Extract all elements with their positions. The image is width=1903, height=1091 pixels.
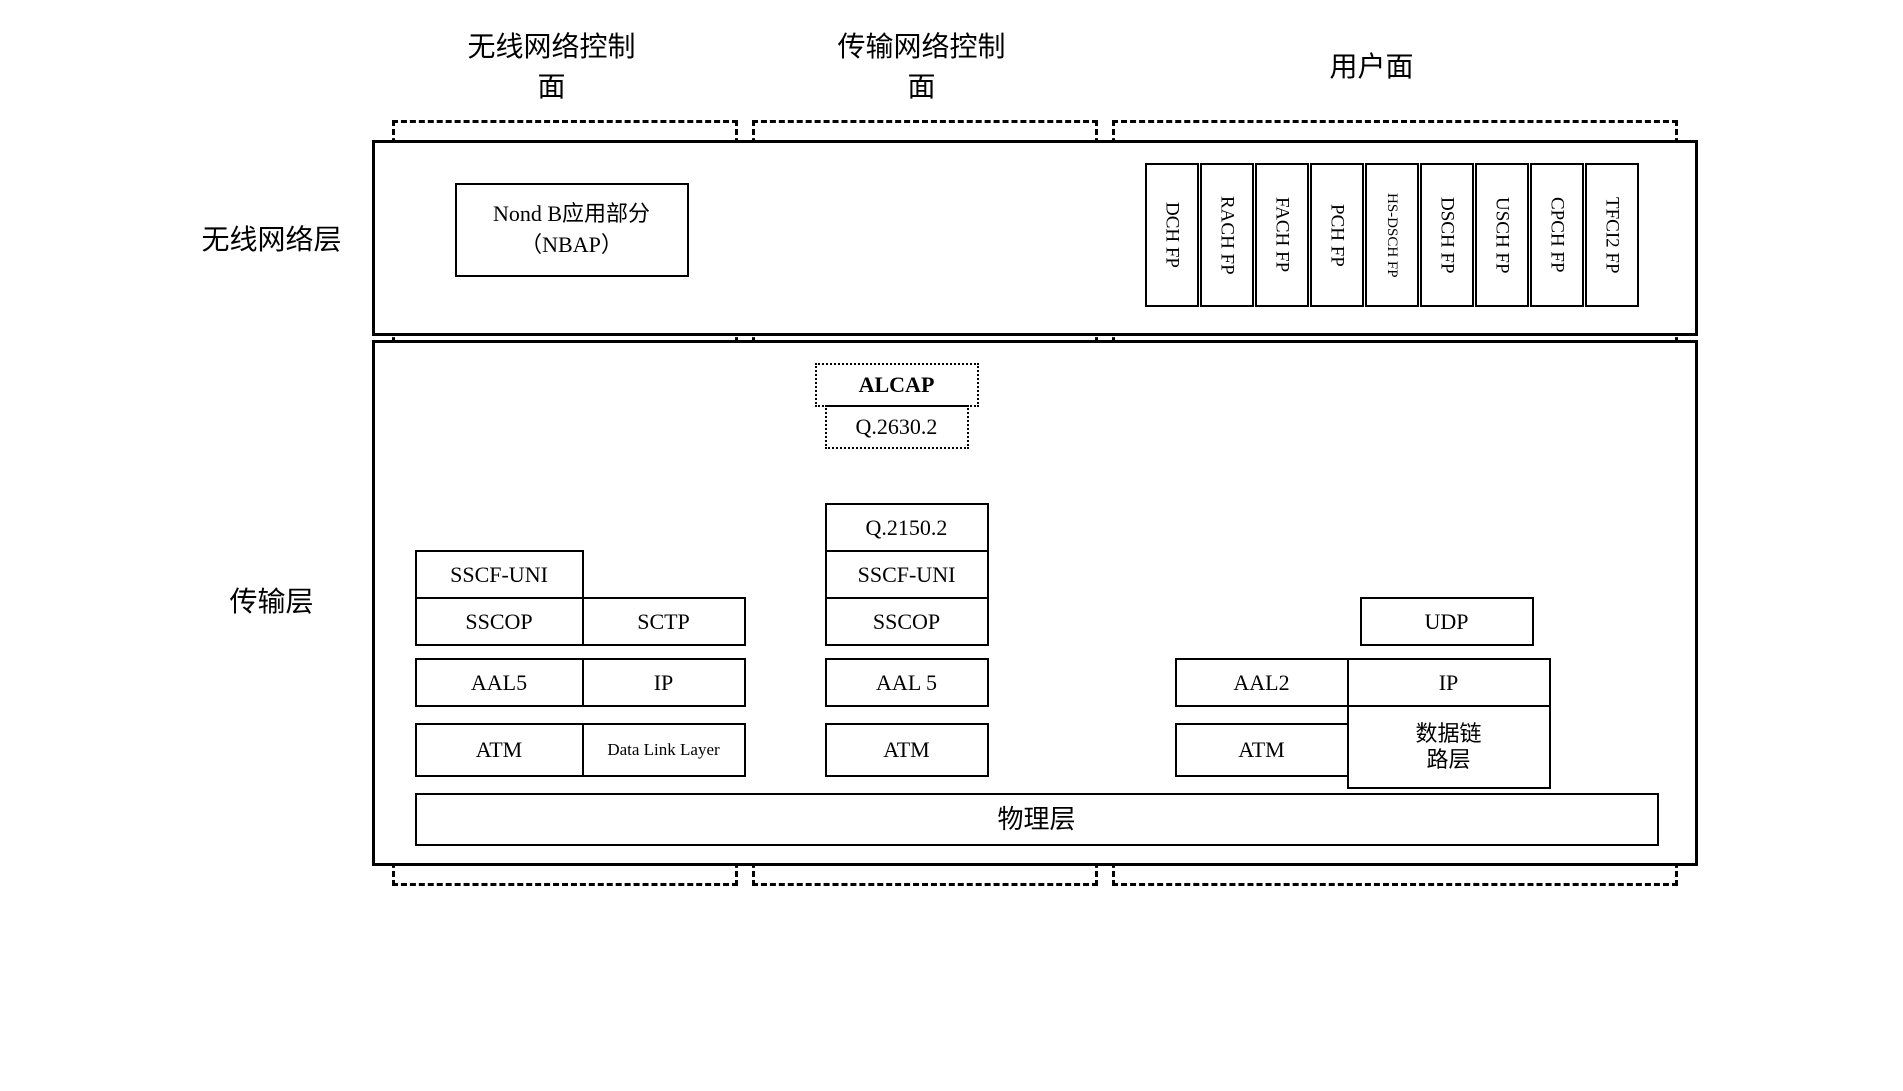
nbap-box: Nond B应用部分 （NBAP）: [455, 183, 689, 277]
ip-left: IP: [582, 658, 746, 707]
channel-pch: PCH FP: [1310, 163, 1364, 307]
atm-left: ATM: [415, 723, 584, 777]
atm-mid: ATM: [825, 723, 989, 777]
sscop-mid: SSCOP: [825, 597, 989, 646]
sscop-left: SSCOP: [415, 597, 584, 646]
dll-ch-box: 数据链 路层: [1347, 705, 1551, 789]
alcap-box: ALCAP: [815, 363, 979, 407]
aal5-left: AAL5: [415, 658, 584, 707]
channel-hsdsch: HS-DSCH FP: [1365, 163, 1419, 307]
aal5-mid: AAL 5: [825, 658, 989, 707]
col-header-user-plane: 用户面: [1292, 45, 1452, 85]
transport-layer-panel: ALCAP Q.2630.2 Q.2150.2 SSCF-UNI SSCOP A…: [372, 340, 1698, 866]
atm-right: ATM: [1175, 723, 1349, 777]
ip-right: IP: [1347, 658, 1551, 707]
dll-en-box: Data Link Layer: [582, 723, 746, 777]
sscf-uni-mid: SSCF-UNI: [825, 550, 989, 599]
diagram-root: 无线网络控制 面 传输网络控制 面 用户面 无线网络层 传输层 Nond B应用…: [192, 20, 1712, 920]
channel-fach: FACH FP: [1255, 163, 1309, 307]
channel-rach: RACH FP: [1200, 163, 1254, 307]
channel-dsch: DSCH FP: [1420, 163, 1474, 307]
sscf-uni-left: SSCF-UNI: [415, 550, 584, 599]
sctp-box: SCTP: [582, 597, 746, 646]
row-label-transport-layer: 传输层: [192, 580, 352, 620]
aal2-box: AAL2: [1175, 658, 1349, 707]
channel-tfci2: TFCI2 FP: [1585, 163, 1639, 307]
q21502-box: Q.2150.2: [825, 503, 989, 552]
channel-cpch: CPCH FP: [1530, 163, 1584, 307]
col-header-transport-ctrl: 传输网络控制 面: [812, 25, 1032, 105]
channel-dch: DCH FP: [1145, 163, 1199, 307]
channel-usch: USCH FP: [1475, 163, 1529, 307]
row-label-radio-layer: 无线网络层: [192, 218, 352, 258]
radio-layer-panel: Nond B应用部分 （NBAP） DCH FP RACH FP FACH FP…: [372, 140, 1698, 336]
physical-layer-box: 物理层: [415, 793, 1659, 846]
udp-box: UDP: [1360, 597, 1534, 646]
col-header-radio-ctrl: 无线网络控制 面: [442, 25, 662, 105]
q26302-box: Q.2630.2: [825, 405, 969, 449]
